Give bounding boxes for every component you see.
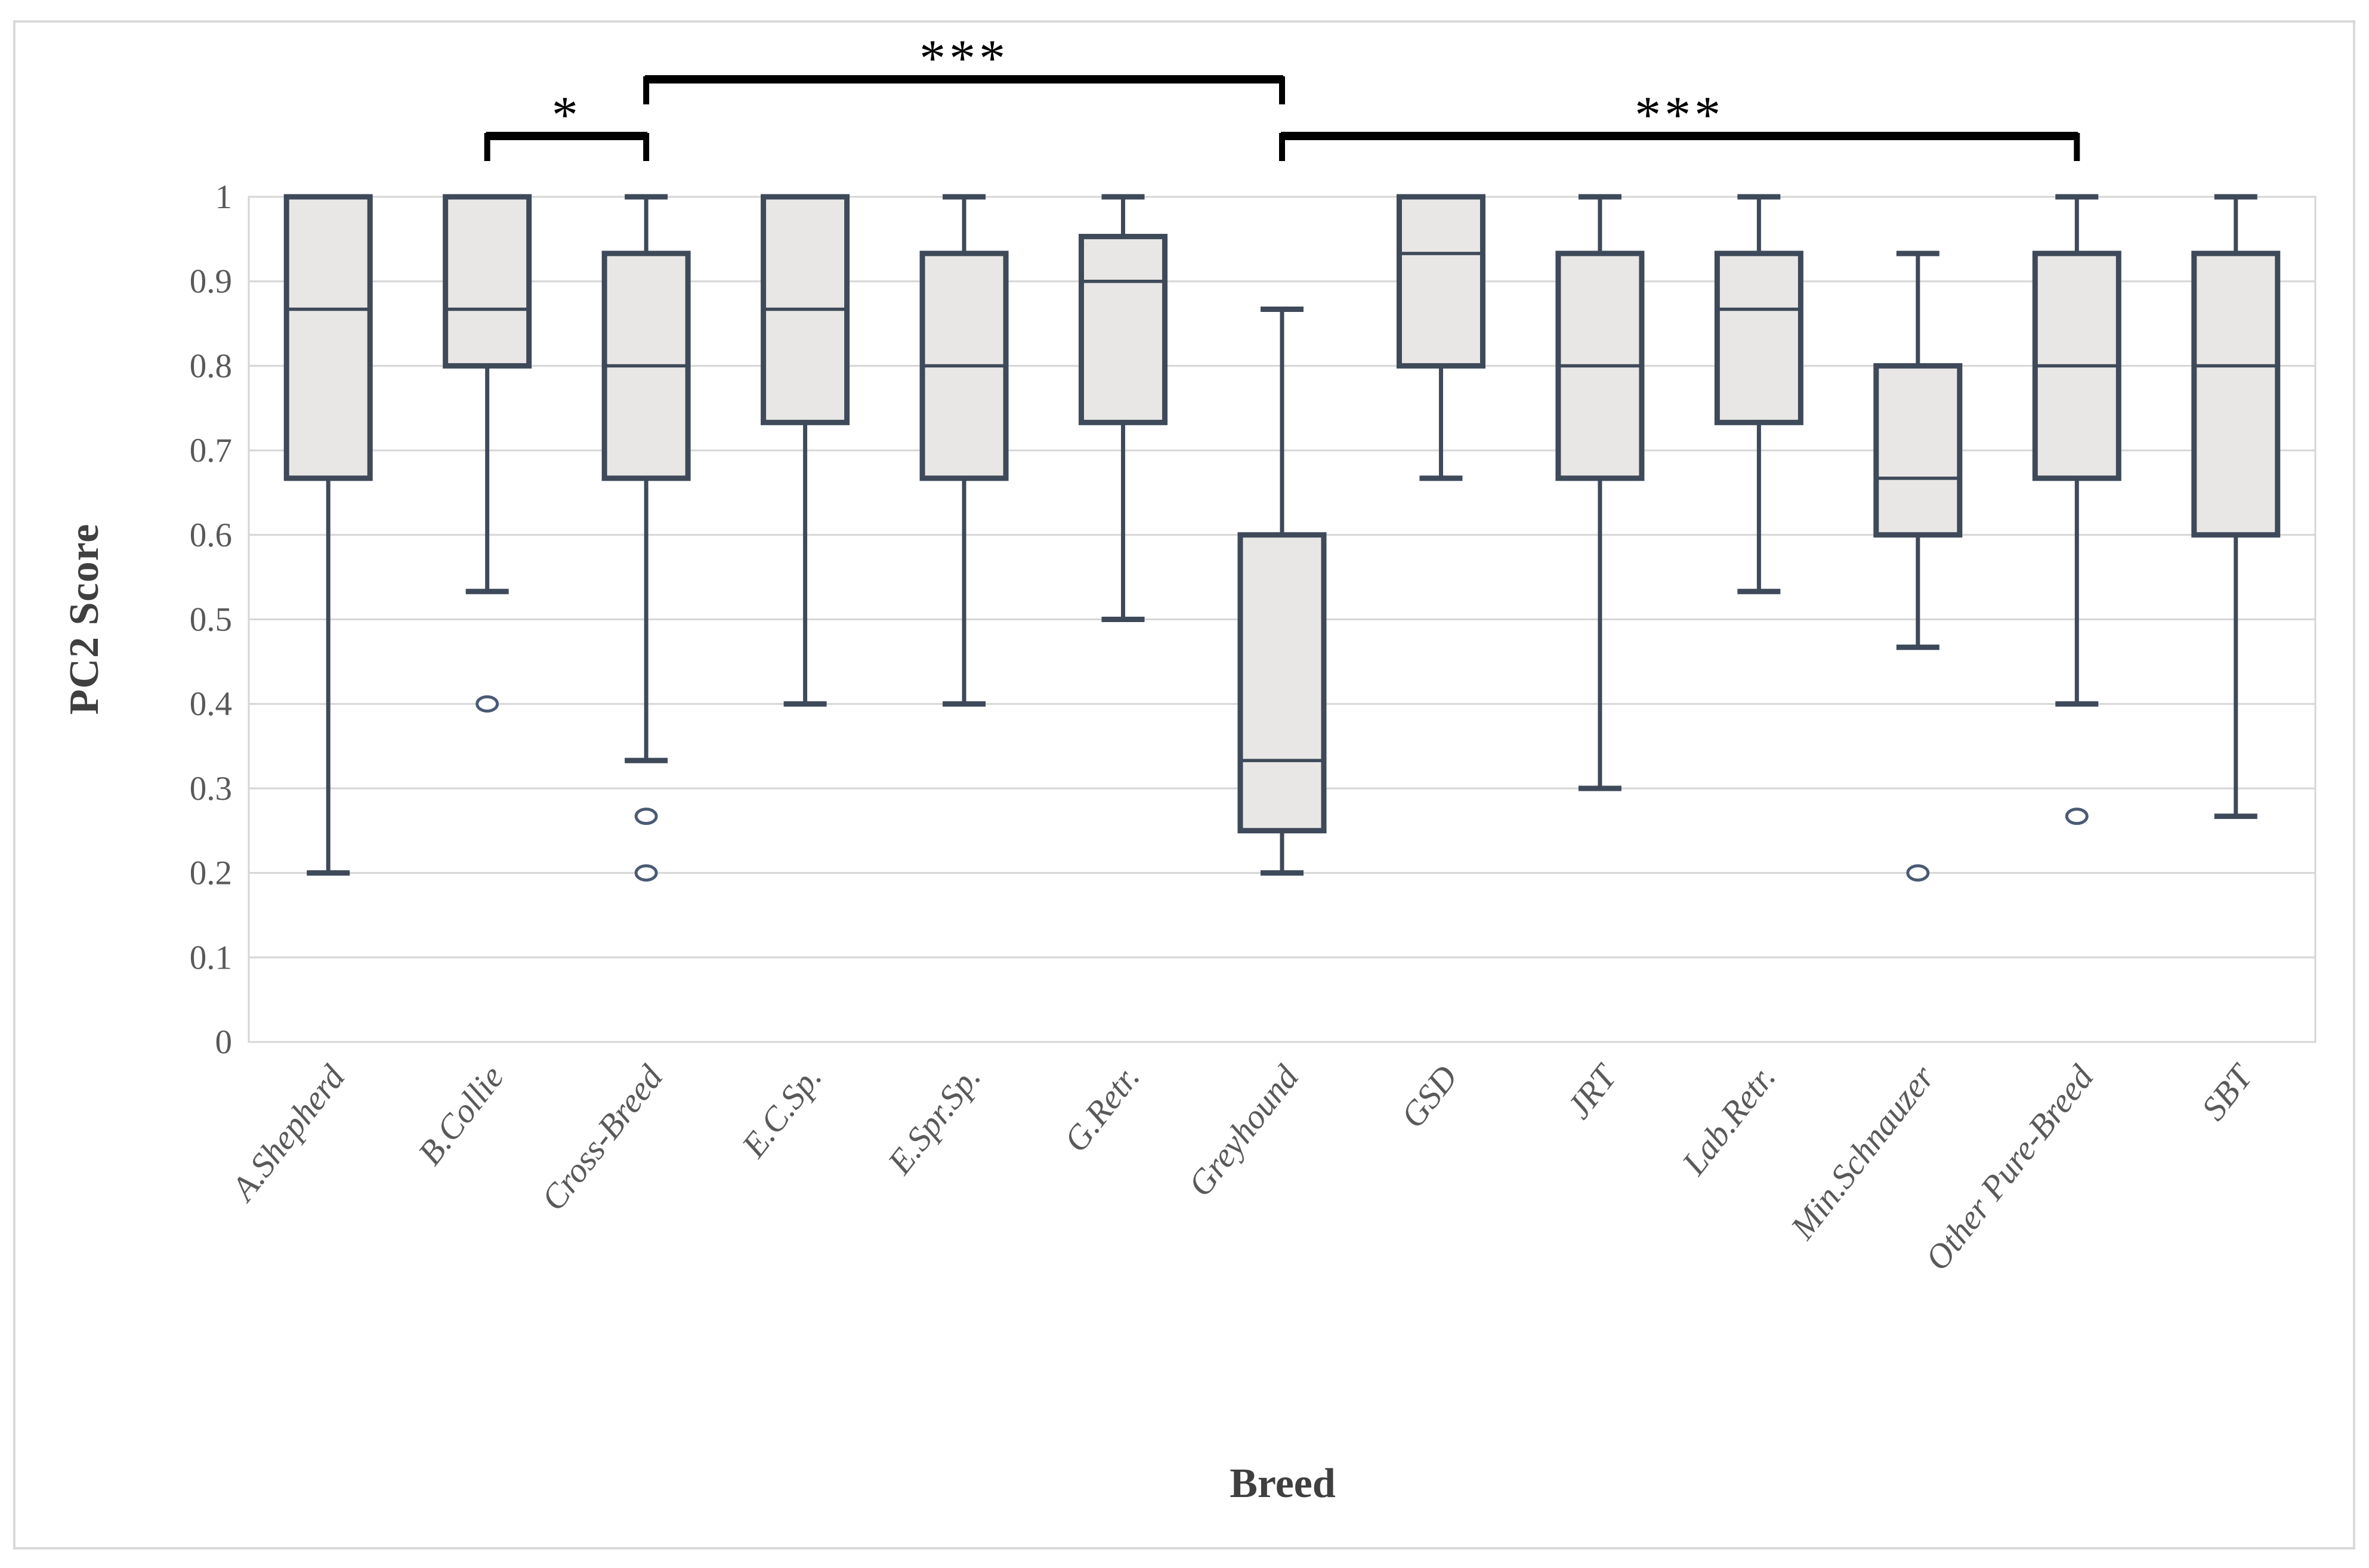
outlier-point <box>634 808 658 825</box>
iqr-box <box>1873 363 1963 538</box>
significance-label: *** <box>919 30 1009 88</box>
y-tick-label: 0.5 <box>190 601 232 639</box>
iqr-box <box>1714 250 1803 425</box>
significance-label: * <box>552 86 582 144</box>
outlier-point <box>475 695 499 713</box>
iqr-box <box>1396 194 1485 369</box>
outlier-point <box>634 864 658 882</box>
outlier-point <box>1906 864 1930 882</box>
outlier-point <box>2065 808 2089 825</box>
iqr-box <box>443 194 532 369</box>
iqr-box <box>283 194 373 481</box>
y-tick-label: 0.4 <box>190 685 232 723</box>
y-tick-label: 0.7 <box>190 432 232 469</box>
y-axis-title: PC2 Score <box>61 523 107 715</box>
y-tick-label: 1 <box>215 178 233 216</box>
iqr-box <box>1237 532 1327 834</box>
y-tick-label: 0.3 <box>190 770 232 808</box>
y-tick-label: 0 <box>215 1023 233 1061</box>
x-axis-title: Breed <box>1230 1461 1336 1507</box>
y-tick-label: 0.6 <box>190 517 232 554</box>
y-tick-label: 0.2 <box>190 855 232 892</box>
iqr-box <box>1079 234 1168 425</box>
plot-area-border <box>248 196 2317 1043</box>
significance-label: *** <box>1635 86 1724 144</box>
chart-frame <box>13 20 2355 1550</box>
iqr-box <box>2191 250 2281 538</box>
y-tick-label: 0.1 <box>190 939 232 976</box>
y-tick-label: 0.9 <box>190 263 232 301</box>
y-tick-label: 0.8 <box>190 347 232 385</box>
